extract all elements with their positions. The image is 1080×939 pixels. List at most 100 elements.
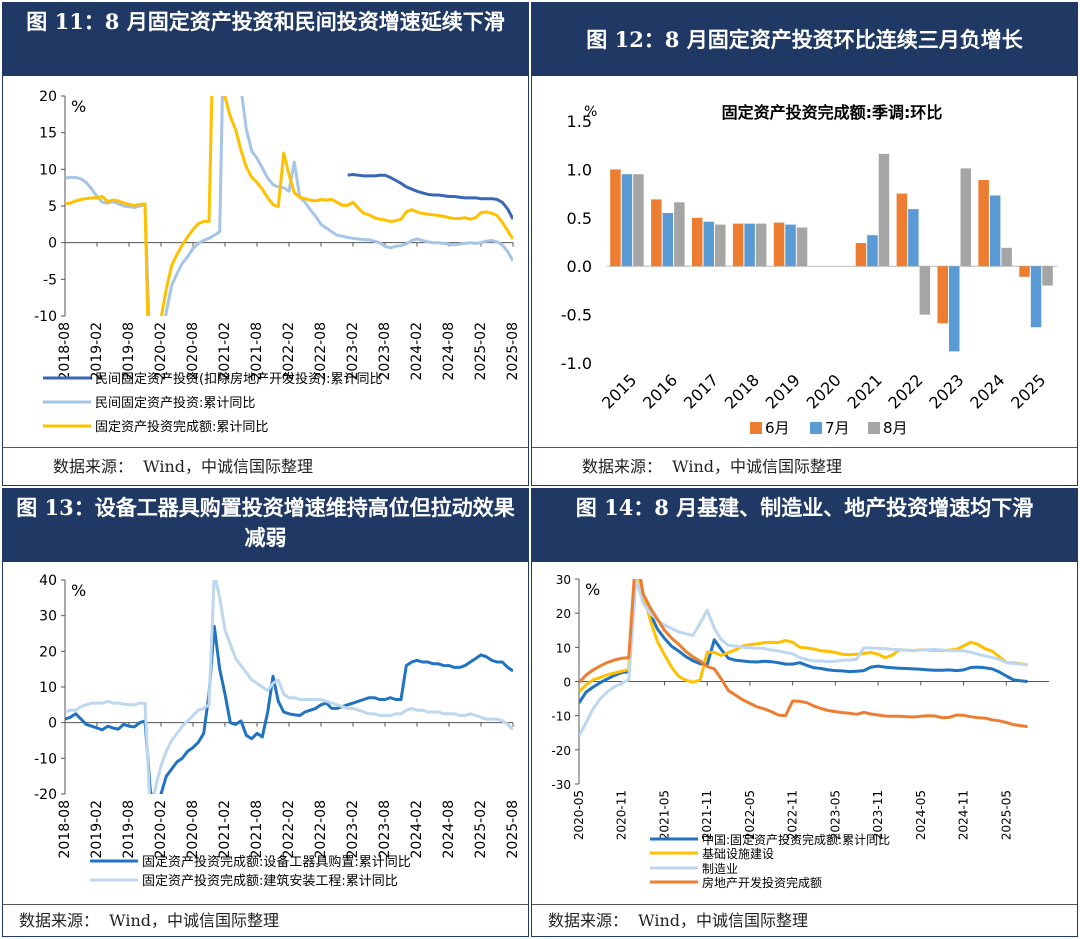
bar-2017-7月: [703, 221, 714, 267]
bar-2021-6月: [855, 243, 867, 267]
legend-label-1: 6月: [765, 419, 790, 437]
x-tick-label: 2022-08: [313, 322, 329, 381]
bar-2019-6月: [773, 222, 785, 267]
y-tick-label: 20: [556, 607, 571, 621]
chart-subtitle: 固定资产投资完成额:季调:环比: [722, 103, 943, 122]
x-tick-label: 2015: [598, 370, 640, 412]
figure-12-chart: 固定资产投资完成额:季调:环比%1.5 1.0 0.5 0.0 -0.5 -1.0 2015…: [561, 103, 1057, 437]
y-tick-label: -5: [43, 272, 57, 288]
y-tick-label: -30: [551, 778, 571, 792]
x-tick-label: 2020-02: [153, 800, 169, 859]
x-tick-label: 2017: [680, 370, 722, 412]
bar-2021-7月: [867, 235, 878, 267]
x-tick-label: 2024-08: [441, 800, 457, 859]
x-tick-label: 2020-11: [615, 790, 629, 840]
y-tick-label: 0.5: [567, 209, 592, 228]
x-tick-label: 2022-11: [786, 790, 800, 840]
bar-2024-6月: [978, 180, 989, 267]
y-tick-label: 0: [563, 676, 571, 690]
y-tick-label: -10: [34, 309, 57, 325]
legend-label-2: 基础设施建设: [702, 847, 774, 861]
figure-13-source: 数据来源： Wind，中诚信国际整理: [3, 904, 528, 936]
x-tick-label: 2021-08: [249, 322, 265, 381]
y-tick-label: 0: [48, 716, 57, 732]
y-tick-label: 20: [39, 644, 57, 660]
x-tick-label: 2024-05: [914, 790, 928, 840]
series-line-3: [65, 96, 513, 316]
x-tick-label: 2021-11: [700, 790, 714, 840]
x-tick-label: 2023-08: [377, 800, 393, 859]
bar-2015-8月: [633, 174, 644, 267]
x-tick-label: 2021-02: [217, 322, 233, 381]
x-tick-label: 2021-02: [217, 800, 233, 859]
unit-label: %: [71, 97, 86, 116]
figure-14-panel: 图 14：8 月基建、制造业、地产投资增速均下滑 % 30 20 10 0 -10 -20 -…: [531, 488, 1078, 937]
y-tick-label: 30: [556, 573, 571, 587]
series-line-1: [65, 624, 513, 794]
series-line-3: [579, 579, 1028, 737]
legend-label-1: 中国:固定资产投资完成额:累计同比: [702, 832, 890, 847]
legend-swatch-2: [810, 422, 822, 434]
bar-2025-8月: [1042, 266, 1053, 286]
x-tick-label: 2020-08: [185, 800, 201, 859]
x-tick-label: 2022-05: [743, 790, 757, 840]
y-tick-label: 10: [39, 680, 57, 696]
bar-2023-7月: [949, 266, 960, 352]
legend-label-3: 固定资产投资完成额:累计同比: [95, 419, 268, 435]
legend-label-2: 7月: [825, 419, 850, 437]
series-group: [65, 96, 513, 316]
bar-2018-8月: [755, 223, 767, 267]
x-tick-label: 2016: [639, 370, 681, 412]
x-tick-label: 2020: [803, 370, 845, 412]
x-tick-label: 2022-02: [281, 322, 297, 381]
y-tick-label: 10: [39, 162, 57, 178]
y-tick-label: 20: [39, 89, 57, 105]
bar-2025-7月: [1030, 266, 1042, 328]
figure-11-title: 图 11：8 月固定资产投资和民间投资增速延续下滑: [3, 3, 528, 76]
x-tick-label: 2024: [966, 370, 1008, 412]
x-tick-label: 2020-02: [153, 322, 169, 381]
bar-2023-8月: [960, 168, 971, 267]
legend-label-1: 固定资产投资完成额:设备工器具购置:累计同比: [142, 854, 411, 870]
x-tick-label: 2022-08: [313, 800, 329, 859]
bar-2024-8月: [1001, 247, 1012, 267]
series-group: [65, 580, 513, 794]
bar-2016-7月: [662, 213, 674, 267]
x-tick-label: 2021-08: [249, 800, 265, 859]
x-tick-label: 2021: [844, 370, 886, 412]
bar-2022-8月: [919, 266, 931, 315]
bar-2024-7月: [989, 195, 1001, 267]
legend-swatch-3: [868, 422, 880, 434]
legend-label-2: 民间固定资产投资:累计同比: [95, 395, 255, 411]
x-tick-label: 2025: [1007, 370, 1049, 412]
bar-2016-8月: [674, 202, 685, 267]
x-tick-label: 2025-02: [473, 322, 489, 381]
x-tick-label: 2024-02: [409, 322, 425, 381]
legend-swatch-1: [750, 422, 762, 434]
figure-14-source: 数据来源： Wind，中诚信国际整理: [532, 904, 1077, 936]
x-tick-label: 2022-02: [281, 800, 297, 859]
bar-2023-6月: [937, 266, 948, 324]
y-tick-label: 0.0: [567, 257, 592, 276]
figure-13-panel: 图 13：设备工器具购置投资增速维持高位但拉动效果减弱 % 40 30 20 10 0 -1…: [2, 488, 529, 937]
figure-11-source: 数据来源： Wind，中诚信国际整理: [3, 447, 528, 485]
legend-label-3: 制造业: [702, 862, 738, 876]
y-tick-label: -10: [551, 710, 571, 724]
bar-2019-8月: [796, 227, 808, 267]
bar-2015-7月: [621, 174, 633, 267]
bar-2019-7月: [785, 224, 796, 267]
figure-11-panel: 图 11：8 月固定资产投资和民间投资增速延续下滑 % 20 15 10 5 0 -5 -10…: [2, 2, 529, 486]
bar-2018-7月: [744, 223, 755, 267]
series-line-2: [65, 580, 513, 794]
bar-2022-6月: [896, 193, 908, 267]
bar-2021-8月: [878, 153, 890, 267]
x-tick-label: 2020-05: [572, 790, 586, 840]
x-tick-label: 2024-11: [957, 790, 971, 840]
series-group: [579, 579, 1028, 737]
x-tick-label: 2019-02: [89, 322, 105, 381]
y-tick-label: 1.0: [567, 160, 592, 179]
series-line-4: [579, 579, 1028, 729]
series-line-1: [347, 173, 513, 220]
figure-13-title: 图 13：设备工器具购置投资增速维持高位但拉动效果减弱: [3, 489, 528, 562]
